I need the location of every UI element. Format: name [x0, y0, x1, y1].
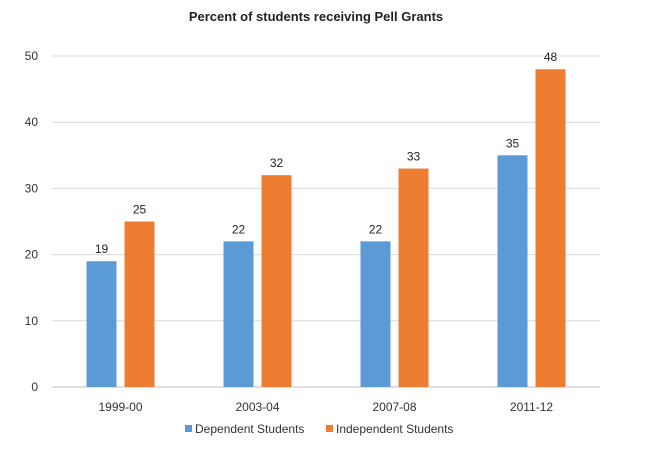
- legend-label: Dependent Students: [195, 422, 304, 436]
- y-tick-label: 0: [31, 380, 38, 394]
- legend: Dependent Students Independent Students: [185, 422, 453, 436]
- y-axis: 0 10 20 30 40 50: [25, 49, 39, 394]
- y-tick-label: 40: [25, 115, 39, 129]
- data-label: 48: [544, 50, 558, 64]
- bar-independent-students: [535, 69, 566, 388]
- y-tick-label: 30: [25, 181, 39, 195]
- x-axis: 1999-00 2003-04 2007-08 2011-12: [98, 400, 553, 414]
- bar-dependent-students: [360, 241, 391, 387]
- legend-swatch: [326, 425, 333, 432]
- bar-independent-students: [398, 168, 429, 387]
- data-label: 19: [95, 242, 109, 256]
- x-tick-label: 2003-04: [235, 400, 279, 414]
- data-label: 22: [369, 222, 383, 236]
- legend-swatch: [185, 425, 192, 432]
- bar-independent-students: [124, 221, 155, 387]
- y-tick-label: 10: [25, 314, 39, 328]
- data-label: 22: [232, 222, 246, 236]
- data-label: 33: [407, 150, 421, 164]
- bars: 19 25 22 32 22 33 35 48: [86, 50, 566, 388]
- bar-dependent-students: [86, 261, 117, 387]
- x-tick-label: 2011-12: [510, 400, 553, 414]
- data-label: 25: [133, 203, 147, 217]
- bar-dependent-students: [223, 241, 254, 387]
- bar-dependent-students: [497, 155, 528, 387]
- y-tick-label: 20: [25, 248, 39, 262]
- legend-label: Independent Students: [336, 422, 453, 436]
- data-label: 32: [270, 156, 284, 170]
- bar-independent-students: [261, 175, 292, 387]
- x-tick-label: 2007-08: [372, 400, 416, 414]
- y-tick-label: 50: [25, 49, 39, 63]
- chart-title: Percent of students receiving Pell Grant…: [189, 9, 443, 24]
- x-tick-label: 1999-00: [98, 400, 142, 414]
- data-label: 35: [506, 136, 520, 150]
